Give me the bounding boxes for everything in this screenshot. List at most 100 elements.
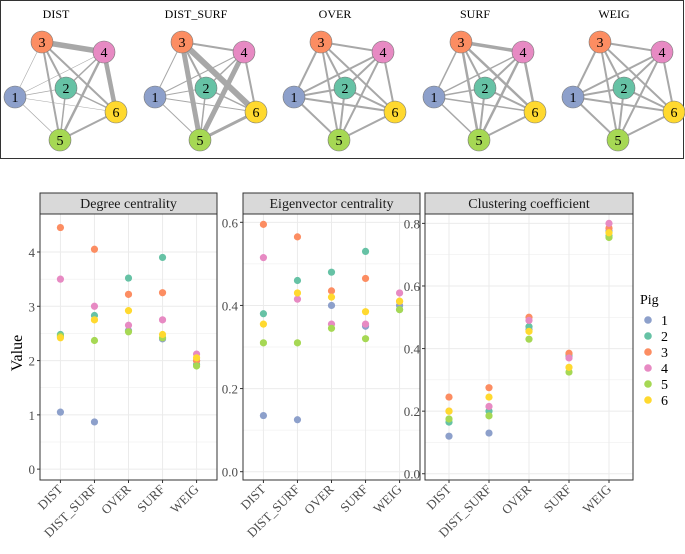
x-tick-label: OVER	[301, 481, 337, 517]
network-node	[662, 100, 685, 124]
network-node	[170, 30, 194, 54]
network-edge	[293, 96, 396, 113]
data-point-pig-5	[293, 339, 302, 347]
network-node-label: 5	[57, 134, 64, 149]
network-node	[383, 100, 407, 124]
data-point-pig-6	[525, 327, 533, 335]
network-node-label: 4	[241, 46, 248, 61]
data-point-pig-4	[361, 320, 370, 328]
network-node	[606, 128, 630, 152]
data-point-pig-4	[124, 321, 133, 329]
legend-label: 1	[661, 314, 668, 329]
network-node-label: 1	[291, 91, 298, 106]
network-edge	[14, 51, 105, 98]
network-weig: WEIG 1 2 3 4 5 6	[561, 7, 685, 152]
network-node-label: 1	[12, 91, 19, 106]
data-point-pig-5	[485, 412, 493, 420]
network-node	[449, 30, 473, 54]
network-node-label: 4	[380, 46, 387, 61]
panel-title: Eigenvector centrality	[270, 197, 394, 212]
network-node	[523, 100, 547, 124]
network-node-label: 1	[152, 91, 159, 106]
data-point-pig-4	[565, 354, 573, 362]
data-point-pig-2	[293, 276, 302, 285]
data-point-pig-6	[293, 289, 302, 297]
network-node	[54, 76, 78, 100]
panel-strip	[424, 192, 634, 215]
data-point-pig-2	[327, 268, 336, 276]
legend-key	[644, 364, 652, 372]
y-axis-label: Value	[9, 335, 26, 371]
network-node-label: 2	[203, 82, 210, 97]
data-point-pig-4	[395, 289, 404, 297]
legend-label: 6	[661, 394, 668, 409]
network-edge	[154, 96, 257, 113]
data-point-pig-3	[90, 245, 99, 253]
network-node	[104, 100, 128, 124]
data-point-pig-6	[158, 330, 167, 339]
network-node-label: 3	[318, 36, 325, 51]
network-node	[188, 128, 212, 152]
legend-title: Pig	[640, 293, 659, 308]
network-node-label: 3	[597, 36, 604, 51]
network-node-label: 6	[671, 106, 678, 121]
network-node	[327, 128, 351, 152]
network-edge	[14, 96, 117, 113]
data-point-pig-4	[605, 219, 613, 227]
network-node	[511, 40, 535, 64]
data-point-pig-5	[259, 339, 268, 347]
network-node-label: 2	[342, 82, 349, 97]
data-point-pig-6	[192, 354, 201, 362]
data-point-pig-3	[445, 393, 453, 401]
data-point-pig-4	[525, 316, 533, 324]
data-point-pig-3	[124, 290, 133, 298]
network-node-label: 4	[659, 46, 666, 61]
network-title: OVER	[319, 7, 352, 21]
data-point-pig-1	[56, 408, 65, 416]
y-tick-label: 0.6	[222, 215, 239, 230]
network-title: DIST_SURF	[165, 7, 228, 21]
network-edge	[293, 51, 384, 98]
y-tick-label: 0.0	[222, 465, 238, 480]
panel-strip	[39, 192, 218, 215]
data-point-pig-5	[327, 324, 336, 332]
network-node	[309, 30, 333, 54]
data-point-pig-4	[56, 275, 65, 283]
data-point-pig-5	[124, 328, 133, 336]
network-node	[232, 40, 256, 64]
network-node	[143, 85, 167, 109]
x-tick-label: SURF	[337, 482, 371, 516]
network-node-label: 4	[101, 46, 108, 61]
legend-key	[644, 380, 652, 388]
network-node	[194, 76, 218, 100]
network-node-label: 3	[458, 36, 465, 51]
data-point-pig-3	[485, 384, 493, 392]
network-title: SURF	[460, 7, 490, 21]
data-point-pig-6	[361, 308, 370, 316]
data-point-pig-5	[525, 335, 533, 343]
network-node	[588, 30, 612, 54]
data-point-pig-1	[445, 432, 453, 440]
network-over: OVER 1 2 3 4 5 6	[282, 7, 407, 152]
network-node	[473, 76, 497, 100]
network-node-label: 6	[392, 106, 399, 121]
network-node	[92, 40, 116, 64]
data-point-pig-4	[158, 316, 167, 324]
network-node-label: 2	[482, 82, 489, 97]
y-tick-label: 0	[29, 462, 36, 477]
y-tick-label: 0.8	[404, 216, 420, 231]
legend-label: 5	[661, 378, 668, 393]
network-node-label: 2	[63, 82, 70, 97]
x-tick-label: OVER	[498, 481, 534, 517]
data-point-pig-1	[327, 301, 336, 310]
y-tick-label: 3	[29, 299, 36, 314]
data-point-pig-3	[293, 233, 302, 241]
network-diagrams: DIST 1 2 3 4 5 6 DIST_SURF 1 2 3 4 5 6 OVER 1 2 3 4 5 6 SURF 1…	[3, 7, 685, 152]
panel-title: Clustering coefficient	[468, 197, 590, 212]
legend-key	[644, 348, 652, 356]
network-edge	[179, 39, 259, 115]
